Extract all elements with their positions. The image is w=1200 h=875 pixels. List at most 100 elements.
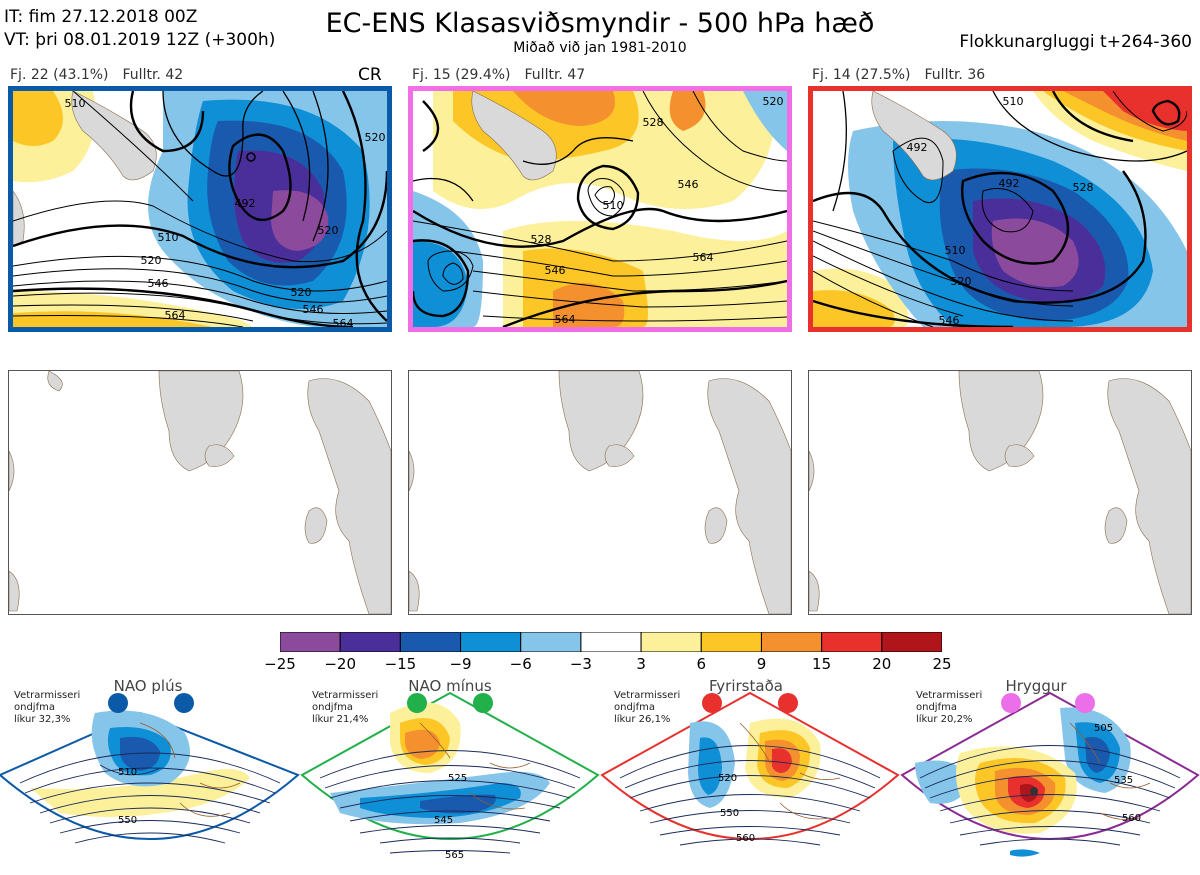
regime-2-info: Vetrarmisseri ondjfma líkur 21,4% <box>312 690 378 726</box>
regime-4-info: Vetrarmisseri ondjfma líkur 20,2% <box>916 690 982 726</box>
empty-map-2[interactable] <box>408 370 792 615</box>
cluster-1-field: 492 510 520 520 520 546 564 564 510 520 … <box>13 91 387 327</box>
page-title: EC-ENS Klasasviðsmyndir - 500 hPa hæð <box>325 8 875 39</box>
anomaly-pos <box>553 283 625 327</box>
valid-time: VT: þri 08.01.2019 12Z (+300h) <box>4 30 276 50</box>
regime-4-map: 505 535 560 <box>900 691 1200 857</box>
regime-1-months: ondjfma <box>14 702 55 713</box>
anomaly-neg <box>991 218 1079 287</box>
contour-label: 550 <box>118 815 137 826</box>
colorbar-swatch <box>399 631 462 653</box>
cluster-1-map[interactable]: 492 510 520 520 520 546 564 564 510 520 … <box>8 86 392 332</box>
colorbar-tick-label: 6 <box>696 655 707 673</box>
anomaly-pos <box>669 91 706 131</box>
contour-label: 546 <box>678 178 699 191</box>
colorbar-tick-label: −9 <box>449 655 472 673</box>
contour-label: 564 <box>165 309 186 322</box>
regime-2-name: NAO mínus <box>408 677 492 695</box>
contour-label: 520 <box>365 131 386 144</box>
colorbar-tick-label: 3 <box>636 655 646 673</box>
contour-label: 550 <box>720 808 739 819</box>
cluster-3-fulltr: Fulltr. 36 <box>924 67 986 83</box>
cluster-2-fj: Fj. 15 (29.4%) <box>412 67 511 83</box>
colorbar-tick-label: 15 <box>812 655 832 673</box>
contour-label: 528 <box>531 233 552 246</box>
regime-1-info: Vetrarmisseri ondjfma líkur 32,3% <box>14 690 80 726</box>
regime-nao-plus[interactable]: 510 550 <box>0 683 300 871</box>
contour-label: 520 <box>141 254 162 267</box>
contour-label: 510 <box>158 231 179 244</box>
empty-map-1[interactable] <box>8 370 392 615</box>
regime-1-dot-left <box>108 693 128 713</box>
contour-label: 520 <box>763 95 784 108</box>
contour-label: 510 <box>603 199 624 212</box>
cluster-3-fj: Fj. 14 (27.5%) <box>812 67 911 83</box>
anomaly-pos <box>513 91 615 126</box>
contour-label: 492 <box>235 197 256 210</box>
contour-label: 545 <box>434 815 453 826</box>
contour-label: 520 <box>718 773 737 784</box>
regime-2-map: 525 545 565 <box>300 691 600 861</box>
contour-label: 564 <box>693 251 714 264</box>
regime-4-prob: líkur 20,2% <box>916 714 973 725</box>
anomaly-neg <box>413 241 468 327</box>
regime-1-name: NAO plús <box>113 677 183 695</box>
colorbar-swatch <box>520 631 582 653</box>
contour-label: 560 <box>1122 813 1141 824</box>
colorbar-tick-label: −25 <box>264 655 296 673</box>
regime-2-prob: líkur 21,4% <box>312 714 369 725</box>
regime-4-dot-left <box>1001 693 1021 713</box>
colorbar-tick-label: −6 <box>509 655 532 673</box>
contour-label: 546 <box>303 303 324 316</box>
contour-label: 525 <box>448 773 467 784</box>
colorbar-swatch <box>700 631 762 653</box>
empty-map-2-land <box>409 371 791 614</box>
regime-2-dot-right <box>473 693 493 713</box>
colorbar-labels: −25 −20 −15 −9 −6 −3 3 6 9 15 20 25 <box>264 655 951 675</box>
init-info: IT: fim 27.12.2018 00Z VT: þri 08.01.201… <box>4 6 275 52</box>
regime-2-months: ondjfma <box>312 702 353 713</box>
contour-label: 510 <box>118 767 137 778</box>
colorbar-swatch <box>821 631 883 653</box>
contour-label: 560 <box>736 833 755 844</box>
contour-label: 492 <box>907 141 928 154</box>
regime-3-dot-right <box>778 693 798 713</box>
land-arctic <box>471 91 557 181</box>
cluster-2-map[interactable]: 528 546 528 546 564 564 510 520 <box>408 86 792 332</box>
regime-nao-minus[interactable]: 525 545 565 <box>300 683 600 871</box>
contour-label: 505 <box>1094 723 1113 734</box>
cluster-2-fulltr: Fulltr. 47 <box>524 67 586 83</box>
regime-ridge[interactable]: 505 535 560 <box>900 683 1200 871</box>
empty-map-3[interactable] <box>808 370 1192 615</box>
cluster-3-field: 492 510 520 528 546 510 492 <box>813 91 1187 327</box>
colorbar-tick-label: 9 <box>756 655 767 673</box>
contour-label: 492 <box>999 177 1020 190</box>
colorbar-swatches <box>279 631 943 653</box>
regime-3-months: ondjfma <box>614 702 655 713</box>
contour-label: 528 <box>643 116 664 129</box>
regime-3-name: Fyrirstaða <box>709 677 783 695</box>
cluster-1-fulltr: Fulltr. 42 <box>122 67 184 83</box>
regime-2-dot-left <box>407 693 427 713</box>
colorbar-swatch <box>339 631 401 653</box>
contour-label: 546 <box>148 277 169 290</box>
colorbar-tick-label: −15 <box>384 655 417 673</box>
regime-1-dot-right <box>174 693 194 713</box>
regime-3-map: 520 550 560 <box>600 691 900 846</box>
regime-4-season: Vetrarmisseri <box>916 690 983 701</box>
empty-map-3-land <box>809 371 1191 614</box>
cluster-3-map[interactable]: 492 510 520 528 546 510 492 <box>808 86 1192 332</box>
cluster-2-label: Fj. 15 (29.4%) Fulltr. 47 <box>412 67 585 83</box>
regime-blocking[interactable]: 520 550 560 <box>600 683 900 871</box>
contour-label: 535 <box>1114 775 1133 786</box>
regime-3-season: Vetrarmisseri <box>614 690 681 701</box>
contour-label: 510 <box>1003 95 1024 108</box>
regime-2-season: Vetrarmisseri <box>312 690 379 701</box>
contour-label: 528 <box>1073 181 1094 194</box>
regime-4-dot-right <box>1075 693 1095 713</box>
colorbar-tick-label: 25 <box>932 655 952 673</box>
anomaly-pos <box>813 290 895 327</box>
colorbar-swatch <box>460 631 522 653</box>
contour-label: 564 <box>333 317 354 327</box>
contour-label: 520 <box>318 224 339 237</box>
